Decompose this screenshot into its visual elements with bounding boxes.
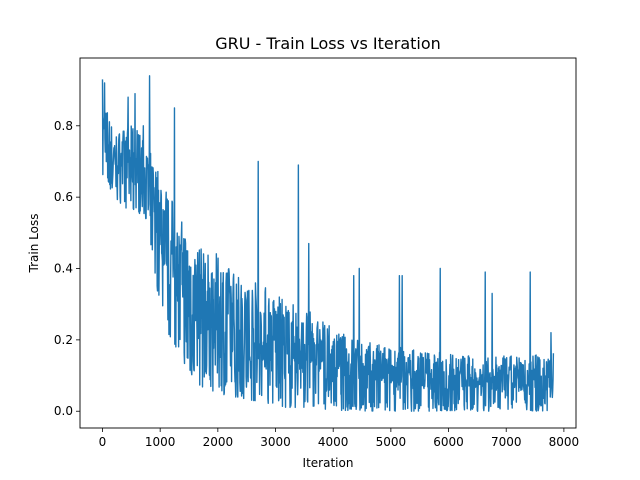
series-group <box>101 75 555 412</box>
y-tick-label: 0.0 <box>54 404 73 418</box>
y-axis: 0.0 0.2 0.4 0.6 0.8 <box>54 119 80 418</box>
y-axis-label: Train Loss <box>27 214 41 274</box>
y-tick-label: 0.6 <box>54 190 73 204</box>
x-tick-label: 4000 <box>318 435 349 449</box>
x-tick-label: 0 <box>99 435 107 449</box>
x-tick-label: 2000 <box>203 435 234 449</box>
x-tick-label: 1000 <box>145 435 176 449</box>
x-tick-label: 3000 <box>260 435 291 449</box>
x-tick-label: 7000 <box>491 435 522 449</box>
train-loss-line <box>101 75 555 412</box>
x-tick-label: 8000 <box>549 435 580 449</box>
y-tick-label: 0.8 <box>54 119 73 133</box>
x-axis: 0 1000 2000 3000 4000 5000 6000 7000 8000 <box>99 428 579 449</box>
y-tick-label: 0.4 <box>54 262 73 276</box>
x-tick-label: 6000 <box>433 435 464 449</box>
x-axis-label: Iteration <box>303 456 354 470</box>
chart-title: GRU - Train Loss vs Iteration <box>215 34 441 53</box>
plot-frame <box>79 57 577 429</box>
x-tick-label: 5000 <box>376 435 407 449</box>
y-tick-label: 0.2 <box>54 333 73 347</box>
